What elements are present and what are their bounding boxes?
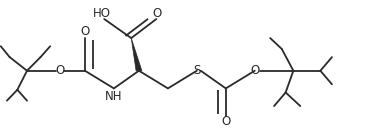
Text: O: O	[152, 7, 162, 20]
Text: HO: HO	[93, 7, 111, 20]
Text: NH: NH	[105, 90, 123, 103]
Polygon shape	[131, 38, 142, 71]
Text: S: S	[193, 64, 201, 77]
Text: O: O	[55, 64, 64, 77]
Text: O: O	[80, 25, 90, 38]
Text: O: O	[250, 64, 259, 77]
Text: O: O	[221, 115, 230, 128]
